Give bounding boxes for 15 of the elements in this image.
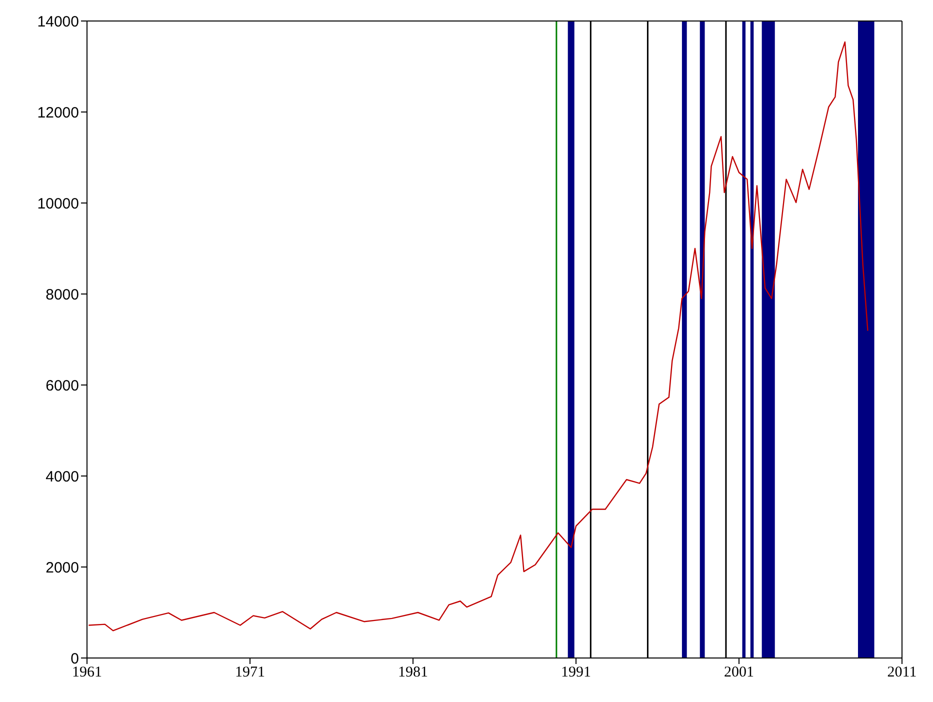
y-tick-label: 6000 xyxy=(46,377,79,394)
x-tick-label: 1981 xyxy=(398,664,428,681)
y-tick-label: 12000 xyxy=(37,104,79,122)
y-tick-label: 10000 xyxy=(37,195,79,212)
y-tick-label: 8000 xyxy=(46,286,79,304)
y-tick-label: 14000 xyxy=(37,13,79,30)
x-tick-label: 1971 xyxy=(235,664,265,681)
line-series xyxy=(88,41,868,632)
x-tick-label: 1991 xyxy=(561,664,591,681)
x-tick-label: 1961 xyxy=(72,664,102,681)
y-tick-label: 2000 xyxy=(46,559,79,576)
y-tick-label: 0 xyxy=(70,650,79,668)
x-tick-label: 2001 xyxy=(724,664,754,681)
x-tick-label: 2011 xyxy=(887,664,917,681)
y-tick-label: 4000 xyxy=(46,468,79,486)
